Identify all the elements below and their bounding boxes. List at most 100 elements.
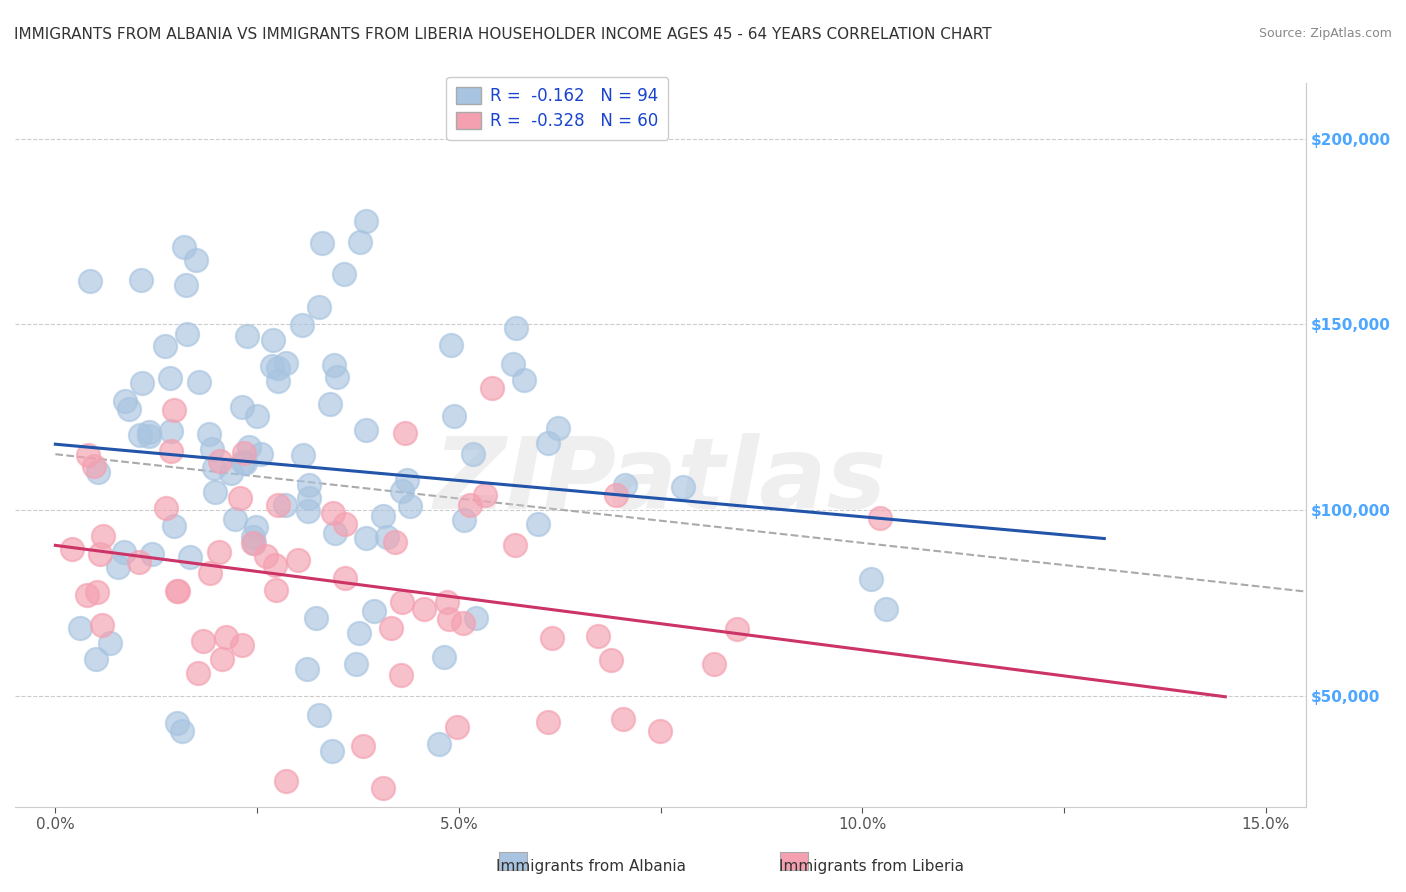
Point: [159, 424, 181, 438]
Point: [333, 571, 356, 585]
Point: [188, 376, 211, 390]
Point: [263, 558, 285, 572]
Point: [170, 723, 193, 738]
Point: [274, 773, 297, 788]
Point: [138, 429, 160, 443]
Point: [505, 321, 527, 335]
Point: [91, 529, 114, 543]
Point: [166, 583, 188, 598]
Point: [112, 545, 135, 559]
Point: [537, 436, 560, 450]
Point: [527, 517, 550, 532]
Point: [380, 621, 402, 635]
Text: Immigrants from Liberia: Immigrants from Liberia: [779, 859, 965, 874]
Point: [363, 604, 385, 618]
Point: [128, 555, 150, 569]
Point: [394, 425, 416, 440]
Point: [219, 466, 242, 480]
Point: [232, 446, 254, 460]
Point: [204, 485, 226, 500]
Point: [344, 657, 367, 672]
Point: [375, 530, 398, 544]
Point: [451, 616, 474, 631]
Point: [440, 337, 463, 351]
Point: [373, 781, 395, 796]
Point: [287, 553, 309, 567]
Point: [86, 652, 108, 666]
Point: [242, 535, 264, 549]
Point: [439, 612, 461, 626]
Point: [191, 634, 214, 648]
Legend: R =  -0.162   N = 94, R =  -0.328   N = 60: R = -0.162 N = 94, R = -0.328 N = 60: [447, 77, 668, 140]
Point: [77, 449, 100, 463]
Point: [292, 448, 315, 462]
Point: [208, 545, 231, 559]
Point: [322, 506, 344, 520]
Point: [208, 454, 231, 468]
Point: [322, 359, 344, 373]
Point: [586, 629, 609, 643]
Point: [319, 397, 342, 411]
Point: [605, 488, 627, 502]
Point: [232, 455, 254, 469]
Point: [391, 595, 413, 609]
Point: [273, 498, 295, 512]
Point: [117, 402, 139, 417]
Point: [242, 530, 264, 544]
Point: [155, 339, 177, 353]
Point: [347, 626, 370, 640]
Point: [513, 373, 536, 387]
Point: [107, 560, 129, 574]
Point: [458, 498, 481, 512]
Point: [231, 401, 253, 415]
Point: [398, 500, 420, 514]
Point: [79, 274, 101, 288]
Point: [502, 357, 524, 371]
Point: [262, 333, 284, 347]
Point: [186, 252, 208, 267]
Point: [138, 425, 160, 439]
Point: [433, 650, 456, 665]
Point: [89, 547, 111, 561]
Point: [332, 267, 354, 281]
Point: [537, 714, 560, 729]
Point: [254, 549, 277, 563]
Point: [446, 720, 468, 734]
Point: [427, 737, 450, 751]
Point: [859, 573, 882, 587]
Point: [260, 359, 283, 374]
Point: [305, 611, 328, 625]
Point: [129, 273, 152, 287]
Point: [395, 473, 418, 487]
Point: [291, 318, 314, 332]
Point: [541, 632, 564, 646]
Point: [599, 653, 621, 667]
Point: [391, 483, 413, 498]
Point: [323, 525, 346, 540]
Point: [233, 456, 256, 470]
Point: [326, 369, 349, 384]
Point: [159, 371, 181, 385]
Point: [461, 447, 484, 461]
Point: [443, 409, 465, 423]
Point: [349, 235, 371, 250]
Point: [163, 402, 186, 417]
Point: [464, 611, 486, 625]
Point: [612, 712, 634, 726]
Point: [354, 423, 377, 437]
Point: [238, 440, 260, 454]
Point: [69, 621, 91, 635]
Point: [354, 214, 377, 228]
Point: [875, 602, 897, 616]
Point: [672, 480, 695, 494]
Point: [308, 301, 330, 315]
Point: [298, 491, 321, 505]
Point: [141, 547, 163, 561]
Point: [614, 478, 637, 492]
Point: [474, 488, 496, 502]
Point: [229, 491, 252, 506]
Point: [235, 328, 257, 343]
Point: [413, 602, 436, 616]
Point: [215, 630, 238, 644]
Point: [311, 235, 333, 250]
